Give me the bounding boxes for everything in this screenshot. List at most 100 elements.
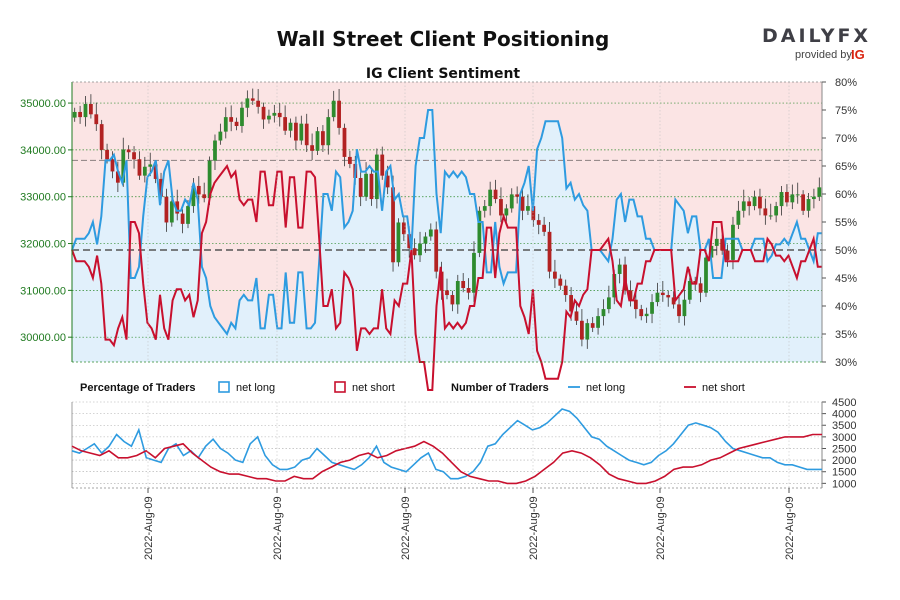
candle-body: [137, 159, 142, 176]
candle-body: [596, 316, 600, 328]
chart-subtitle: IG Client Sentiment: [366, 66, 521, 82]
dailyfx-logo: DAILYFX provided by IG: [762, 25, 871, 62]
candle-body: [455, 280, 460, 305]
candle-body: [731, 224, 735, 260]
candle-body: [704, 257, 708, 293]
candle-body: [299, 123, 304, 141]
candle-body: [396, 222, 401, 263]
candle-body: [358, 177, 363, 197]
candle-body: [175, 201, 180, 214]
candle-body: [536, 220, 541, 225]
price-tick-label: 34000.00: [20, 145, 66, 157]
candle-body: [304, 123, 309, 146]
percent-tick-label: 60%: [835, 189, 857, 201]
candle-body: [752, 196, 757, 207]
candle-body: [795, 194, 800, 196]
candle-body: [110, 159, 115, 172]
candle-body: [515, 194, 520, 197]
candle-body: [191, 185, 196, 207]
candle-body: [558, 278, 563, 286]
percent-tick-label: 80%: [835, 77, 857, 89]
percent-tick-label: 30%: [835, 357, 857, 369]
candle-body: [790, 194, 795, 203]
candle-body: [169, 201, 174, 223]
candle-body: [466, 288, 471, 293]
candle-body: [606, 297, 611, 310]
x-tick-label: 2022-Aug-09: [528, 496, 540, 560]
candle-body: [682, 299, 687, 317]
candle-body: [347, 156, 352, 164]
candle-body: [218, 131, 223, 141]
candle-body: [520, 196, 525, 211]
candle-body: [526, 206, 530, 211]
candle-body: [779, 192, 784, 207]
candle-body: [315, 131, 320, 151]
candle-body: [142, 166, 147, 176]
candle-body: [267, 115, 271, 120]
candle-body: [407, 234, 412, 249]
count-tick-label: 3000: [832, 432, 856, 444]
x-tick-label: 2022-Aug-09: [272, 496, 284, 560]
candle-body: [617, 264, 622, 274]
candle-body: [633, 299, 638, 310]
candle-body: [450, 295, 455, 305]
candle-body: [380, 154, 385, 176]
candle-body: [294, 122, 298, 141]
candle-body: [245, 98, 250, 108]
candle-body: [418, 243, 422, 256]
candle-body: [563, 285, 568, 296]
candle-body: [261, 106, 266, 120]
candle-body: [240, 107, 244, 127]
candle-body: [88, 104, 93, 115]
candle-body: [213, 140, 217, 161]
candle-body: [499, 199, 503, 216]
candle-body: [569, 295, 573, 312]
candle-body: [553, 271, 557, 279]
price-tick-label: 30000.00: [20, 332, 66, 344]
candle-body: [401, 222, 406, 235]
candle-body: [763, 208, 768, 216]
candle-body: [434, 229, 439, 272]
candle-body: [153, 164, 158, 179]
candle-body: [283, 117, 288, 131]
brand-name: DAILYFX: [762, 25, 871, 47]
legend-pct-long-swatch: [218, 381, 230, 393]
candle-body: [148, 164, 153, 167]
candle-body: [72, 111, 77, 118]
candle-body: [321, 131, 325, 146]
candle-body: [747, 201, 752, 207]
candle-body: [385, 175, 390, 188]
candle-body: [342, 127, 347, 157]
candle-body: [623, 264, 627, 291]
candle-body: [445, 290, 449, 296]
candle-body: [644, 313, 649, 317]
candle-body: [693, 280, 698, 284]
candle-body: [78, 111, 82, 118]
candle-body: [164, 196, 169, 223]
candle-body: [725, 250, 730, 260]
price-tick-label: 32000.00: [20, 239, 66, 251]
legend-pct-short-label: net short: [352, 382, 395, 394]
candle-body: [768, 215, 773, 217]
net-long-count-line: [71, 408, 822, 480]
candle-body: [472, 252, 476, 293]
brand-ig: IG: [851, 47, 865, 62]
candle-body: [531, 206, 536, 221]
candle-body: [590, 323, 595, 328]
candle-body: [741, 201, 746, 211]
legend: Percentage of Traders net long net short…: [80, 381, 745, 394]
x-tick-label: 2022-Aug-09: [143, 496, 155, 560]
percent-tick-label: 35%: [835, 329, 857, 341]
percent-tick-label: 65%: [835, 161, 857, 173]
candle-body: [391, 187, 395, 263]
candle-body: [99, 124, 104, 150]
candle-body: [364, 173, 368, 197]
candle-body: [655, 292, 660, 303]
candle-body: [83, 104, 88, 118]
candle-body: [337, 100, 341, 128]
candle-body: [94, 114, 99, 125]
candle-body: [639, 309, 644, 317]
count-tick-label: 2500: [832, 443, 856, 455]
candle-body: [326, 117, 331, 146]
price-sentiment-panel: 30000.00 31000.00 32000.00 33000.00 34000.00…: [20, 77, 857, 391]
